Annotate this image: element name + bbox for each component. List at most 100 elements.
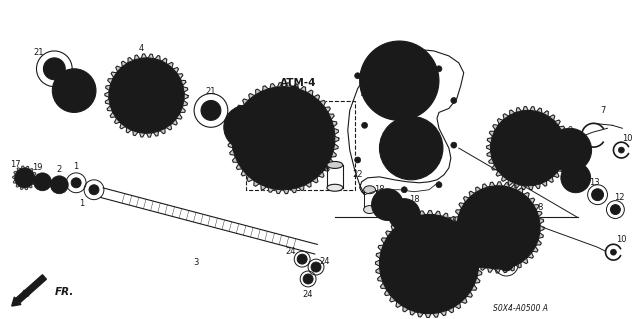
Circle shape: [421, 256, 437, 272]
Text: 9: 9: [567, 126, 572, 135]
Circle shape: [451, 98, 457, 103]
Ellipse shape: [327, 161, 343, 168]
Text: 24: 24: [320, 256, 330, 266]
Text: 4: 4: [139, 44, 144, 54]
Circle shape: [255, 110, 311, 166]
Circle shape: [392, 128, 431, 168]
Text: 23: 23: [52, 71, 63, 80]
Text: 1: 1: [74, 162, 79, 171]
Bar: [246, 100, 355, 190]
Polygon shape: [13, 166, 36, 190]
Circle shape: [380, 116, 443, 180]
FancyArrow shape: [12, 275, 46, 306]
Text: 8: 8: [538, 203, 543, 212]
Circle shape: [109, 58, 184, 133]
Polygon shape: [105, 54, 188, 137]
Polygon shape: [486, 107, 570, 190]
Text: 24: 24: [303, 290, 314, 299]
Text: 3: 3: [193, 258, 199, 267]
Circle shape: [38, 177, 47, 187]
Circle shape: [51, 176, 68, 194]
Text: 19: 19: [32, 163, 43, 173]
Circle shape: [380, 214, 479, 314]
Circle shape: [457, 186, 540, 269]
Polygon shape: [376, 211, 483, 318]
Circle shape: [504, 124, 552, 172]
Circle shape: [473, 202, 524, 253]
Circle shape: [499, 257, 513, 271]
Circle shape: [89, 185, 99, 195]
Polygon shape: [228, 83, 339, 194]
Text: 15: 15: [503, 245, 513, 254]
Circle shape: [399, 234, 459, 294]
Circle shape: [360, 41, 439, 120]
Text: 14: 14: [247, 104, 258, 113]
Circle shape: [303, 274, 313, 284]
Circle shape: [44, 58, 65, 80]
Circle shape: [515, 134, 542, 162]
Ellipse shape: [364, 186, 376, 194]
Circle shape: [355, 157, 361, 163]
Circle shape: [591, 189, 604, 201]
Text: 16: 16: [317, 163, 327, 173]
Circle shape: [125, 74, 168, 117]
Circle shape: [201, 100, 221, 120]
Circle shape: [297, 254, 307, 264]
Text: 2: 2: [57, 166, 62, 174]
Text: 11: 11: [568, 160, 578, 168]
Text: S0X4-A0500 A: S0X4-A0500 A: [493, 304, 548, 313]
Circle shape: [561, 163, 591, 193]
Ellipse shape: [327, 184, 343, 191]
Text: 21: 21: [205, 87, 216, 96]
Circle shape: [266, 120, 301, 156]
Circle shape: [54, 180, 64, 190]
Text: 13: 13: [589, 178, 600, 187]
Circle shape: [311, 262, 321, 272]
Text: 12: 12: [614, 193, 625, 202]
Circle shape: [484, 212, 513, 242]
Text: FR.: FR.: [54, 287, 74, 297]
Circle shape: [232, 87, 335, 190]
Circle shape: [611, 204, 620, 214]
Ellipse shape: [364, 205, 376, 213]
Circle shape: [401, 187, 407, 193]
Text: 1: 1: [79, 199, 84, 208]
Circle shape: [568, 170, 584, 186]
Circle shape: [411, 246, 447, 282]
Circle shape: [611, 249, 616, 255]
Circle shape: [472, 240, 499, 268]
Circle shape: [372, 189, 403, 220]
Circle shape: [20, 173, 29, 183]
Circle shape: [378, 196, 396, 213]
Text: 10: 10: [616, 235, 627, 244]
Circle shape: [33, 173, 51, 191]
Circle shape: [372, 53, 427, 108]
Circle shape: [388, 199, 420, 230]
Circle shape: [52, 69, 96, 112]
Text: 18: 18: [409, 195, 419, 204]
Text: 24: 24: [285, 247, 296, 256]
Text: 22: 22: [353, 170, 363, 179]
Circle shape: [548, 128, 591, 172]
Text: 17: 17: [10, 160, 21, 169]
Circle shape: [557, 137, 582, 163]
Text: 20: 20: [480, 233, 491, 242]
Circle shape: [490, 110, 566, 186]
Polygon shape: [453, 182, 544, 273]
Text: 18: 18: [374, 185, 385, 194]
Circle shape: [273, 128, 293, 148]
Circle shape: [362, 122, 367, 128]
Text: ATM-4: ATM-4: [280, 78, 316, 88]
Circle shape: [618, 147, 625, 153]
Circle shape: [451, 142, 457, 148]
Circle shape: [15, 168, 35, 188]
Text: 6: 6: [511, 126, 517, 135]
Text: 10: 10: [622, 134, 632, 143]
Circle shape: [246, 100, 321, 176]
Circle shape: [71, 178, 81, 188]
Text: 7: 7: [600, 106, 605, 115]
Circle shape: [436, 182, 442, 188]
Circle shape: [134, 84, 159, 108]
Circle shape: [396, 205, 413, 223]
Text: 5: 5: [426, 296, 431, 305]
